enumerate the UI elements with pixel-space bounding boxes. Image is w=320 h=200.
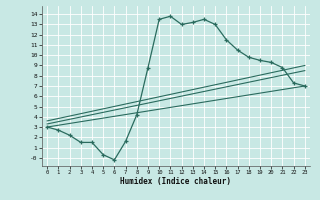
X-axis label: Humidex (Indice chaleur): Humidex (Indice chaleur) [121,177,231,186]
